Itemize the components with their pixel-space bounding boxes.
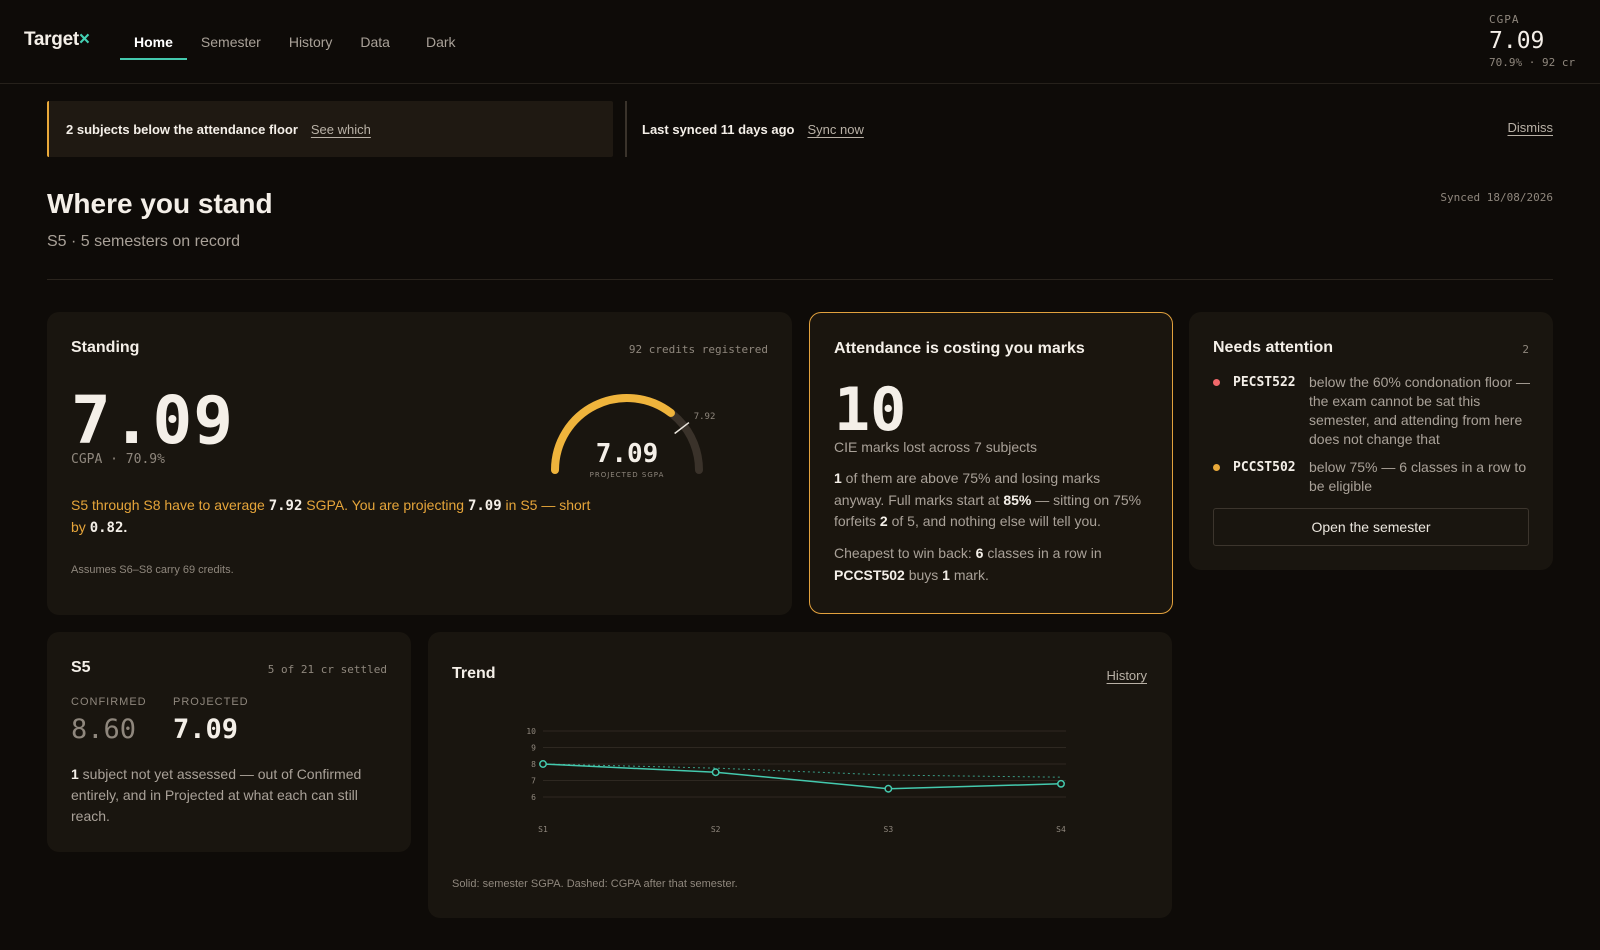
see-which-link[interactable]: See which <box>310 121 371 137</box>
projected-sgpa-gauge: 7.92 7.09 PROJECTED SGPA <box>551 394 716 479</box>
attendance-title: Attendance is costing you marks <box>834 340 1085 357</box>
needs-attention-count: 2 <box>1522 343 1529 356</box>
gauge-target-marker <box>674 421 690 435</box>
needs-attention-title: Needs attention <box>1213 339 1334 356</box>
header-cgpa-value: 7.09 <box>1489 28 1545 54</box>
gauge-label: PROJECTED SGPA <box>590 471 665 479</box>
status-dot <box>1213 464 1220 471</box>
gauge-target-label: 7.92 <box>694 412 716 422</box>
subject-code: PCCST502 <box>1233 460 1296 475</box>
attendance-detail: 1 of them are above 75% and losing marks… <box>834 470 1142 529</box>
alert-text: 2 subjects below the attendance floor <box>66 121 298 137</box>
sgpa-line <box>542 763 1062 790</box>
confirmed-sgpa: 8.60 <box>71 714 137 745</box>
attendance-alert: 2 subjects below the attendance floor Se… <box>47 101 613 157</box>
header-cgpa-sub: 70.9% · 92 cr <box>1489 56 1576 69</box>
marks-lost-count: 10 <box>834 375 907 445</box>
dismiss-link[interactable]: Dismiss <box>1507 120 1554 135</box>
open-semester-button[interactable]: Open the semester <box>1213 508 1529 546</box>
credits-registered: 92 credits registered <box>628 343 768 356</box>
sgpa-point <box>539 760 547 768</box>
app-logo[interactable]: Target× <box>24 29 90 51</box>
main-nav: Home Semester History Data Dark <box>120 0 470 84</box>
synced-date: Synced 18/08/2026 <box>1440 191 1553 204</box>
credits-assumption: Assumes S6–S8 carry 69 credits. <box>71 564 234 576</box>
trend-chart: 6 7 8 9 10 S1 S2 S3 S4 <box>526 727 1066 834</box>
standing-card: Standing 92 credits registered 7.09 CGPA… <box>47 312 792 615</box>
y-tick-label: 7 <box>531 777 536 786</box>
sync-banner: Last synced 11 days ago Sync now Dismiss <box>625 101 1553 157</box>
credits-settled: 5 of 21 cr settled <box>267 663 387 676</box>
cgpa-line <box>542 763 1062 778</box>
sync-text: Last synced 11 days ago <box>642 121 795 137</box>
standing-message: S5 through S8 have to average 7.92 SGPA.… <box>71 497 591 536</box>
y-tick-label: 8 <box>531 760 536 769</box>
x-tick-label: S3 <box>884 825 894 834</box>
x-tick-label: S4 <box>1056 825 1066 834</box>
gauge-fill <box>551 394 675 474</box>
standing-title: Standing <box>71 339 140 356</box>
trend-title: Trend <box>452 665 496 682</box>
nav-data[interactable]: Data <box>360 34 390 50</box>
x-tick-label: S2 <box>711 825 721 834</box>
logo-text: Target <box>24 29 79 50</box>
attention-item[interactable]: PCCST502 below 75% — 6 classes in a row … <box>1213 458 1533 496</box>
sgpa-point <box>884 784 893 793</box>
semester-card: S5 5 of 21 cr settled CONFIRMED 8.60 PRO… <box>47 632 411 852</box>
sync-now-link[interactable]: Sync now <box>807 121 864 137</box>
needs-attention-card: Needs attention 2 PECST522 below the 60%… <box>1189 312 1553 570</box>
assessment-note: 1 subject not yet assessed — out of Conf… <box>71 766 362 824</box>
page-subtitle: S5 · 5 semesters on record <box>47 233 240 250</box>
confirmed-label: CONFIRMED <box>71 696 147 708</box>
trend-card: Trend History 6 7 8 9 10 S1 S2 S3 S4 Solid: seme… <box>428 632 1172 918</box>
subject-code: PECST522 <box>1233 375 1296 390</box>
attention-reason: below the 60% condonation floor — the ex… <box>1309 374 1531 447</box>
y-tick-label: 10 <box>526 727 536 736</box>
gauge-value: 7.09 <box>596 439 659 469</box>
page-title: Where you stand <box>47 188 273 219</box>
header-cgpa-label: CGPA <box>1489 13 1520 26</box>
projected-sgpa: 7.09 <box>173 714 239 745</box>
marks-lost-text: CIE marks lost across 7 subjects <box>834 439 1038 455</box>
theme-toggle[interactable]: Dark <box>425 34 456 50</box>
sgpa-point <box>711 768 720 777</box>
attention-reason: below 75% — 6 classes in a row to be eli… <box>1309 459 1527 494</box>
status-dot <box>1213 379 1220 386</box>
attention-item[interactable]: PECST522 below the 60% condonation floor… <box>1213 373 1533 449</box>
y-tick-label: 6 <box>531 793 536 802</box>
top-bar: Target× Home Semester History Data Dark … <box>0 0 1600 84</box>
logo-mark: × <box>78 29 90 50</box>
nav-history[interactable]: History <box>288 34 333 50</box>
x-tick-label: S1 <box>538 825 548 834</box>
divider <box>47 279 1553 280</box>
history-link[interactable]: History <box>1106 668 1147 683</box>
projected-label: PROJECTED <box>173 696 249 708</box>
nav-home[interactable]: Home <box>120 0 187 84</box>
semester-title: S5 <box>71 659 91 676</box>
sgpa-point <box>1057 779 1065 788</box>
header-cgpa: CGPA 7.09 70.9% · 92 cr <box>1489 13 1575 69</box>
y-tick-label: 9 <box>531 744 536 753</box>
cheapest-win-back: Cheapest to win back: 6 classes in a row… <box>834 545 1102 583</box>
nav-semester[interactable]: Semester <box>200 34 261 50</box>
trend-footnote: Solid: semester SGPA. Dashed: CGPA after… <box>452 878 738 890</box>
attendance-card: Attendance is costing you marks 10 CIE m… <box>809 312 1173 614</box>
cgpa-sub: CGPA · 70.9% <box>71 452 165 467</box>
cgpa-value: 7.09 <box>71 382 234 459</box>
